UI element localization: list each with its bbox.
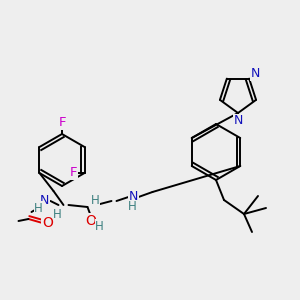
Text: H: H bbox=[95, 220, 104, 232]
Text: O: O bbox=[85, 214, 96, 228]
Text: N: N bbox=[129, 190, 138, 202]
Text: F: F bbox=[70, 167, 77, 179]
Text: H: H bbox=[34, 202, 43, 214]
Text: N: N bbox=[250, 67, 260, 80]
Text: O: O bbox=[42, 216, 53, 230]
Text: H: H bbox=[91, 194, 100, 206]
Text: F: F bbox=[58, 116, 66, 130]
Text: N: N bbox=[233, 115, 243, 128]
Text: H: H bbox=[128, 200, 137, 214]
Text: H: H bbox=[53, 208, 62, 220]
Text: N: N bbox=[40, 194, 49, 206]
